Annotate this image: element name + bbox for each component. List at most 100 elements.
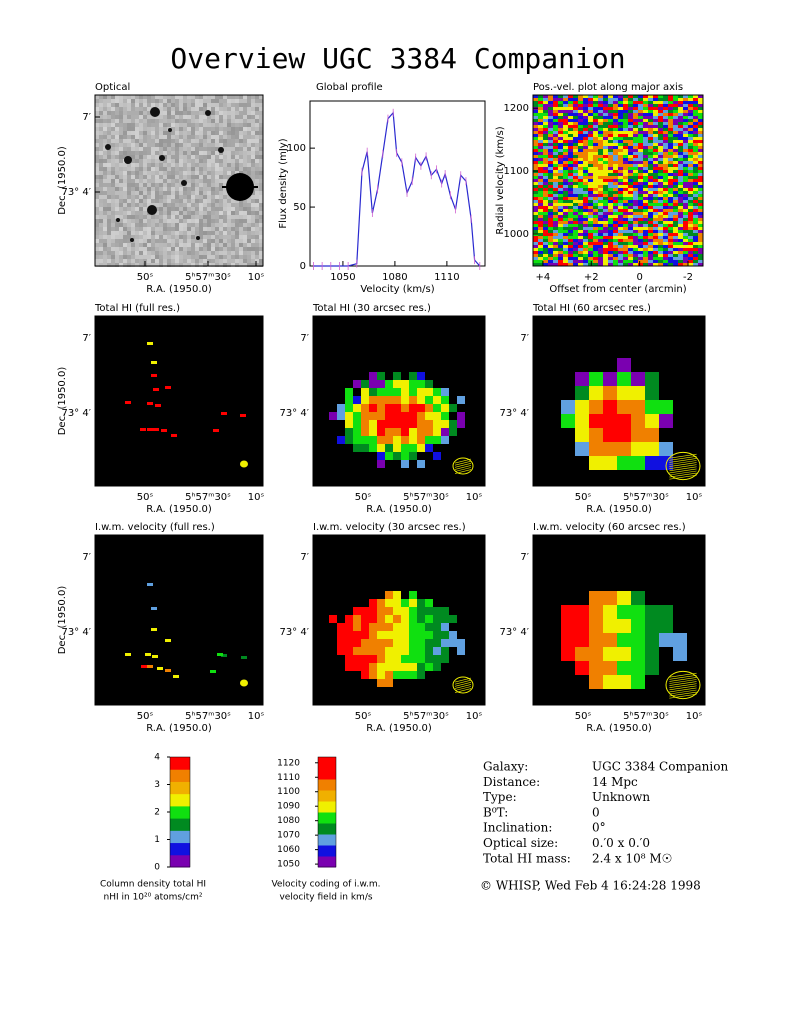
pixel [553,236,560,239]
pixel [223,183,227,187]
pixel [219,99,223,103]
beam-hatch [454,458,472,464]
pixel [171,195,175,199]
pixel [179,139,183,143]
pixel [131,131,135,135]
pixel [179,159,183,163]
pixel [663,218,672,221]
pixel [648,173,653,176]
pixel [425,412,433,420]
pixel [623,95,629,98]
pixel [195,203,199,207]
pixel [589,633,603,647]
pixel [558,206,565,209]
pixel [659,633,673,647]
pixel [598,203,607,206]
pixel [103,135,107,139]
pixel [175,231,179,235]
pixel [219,159,223,163]
pixel [385,671,393,679]
pixel [638,167,646,170]
pixel [147,155,151,159]
pixel [99,211,103,215]
beam-hatch [669,472,697,478]
pixel [617,591,631,605]
pixel [369,388,377,396]
pixel [563,149,569,152]
hi-map [329,591,465,687]
pixel [673,218,678,221]
pixel [441,388,449,396]
pixel [119,167,123,171]
pixel [215,227,219,231]
pixel [195,247,199,251]
pixel [668,221,675,224]
pixel [409,607,417,615]
pixel [578,101,587,104]
pixel [115,199,119,203]
pixel [568,125,573,128]
pixel [673,230,681,233]
colorbar-cell [318,845,336,857]
pixel [135,187,139,191]
pixel [603,185,608,188]
pixel [673,224,682,227]
pixel [231,235,235,239]
pixel [163,203,167,207]
pixel [231,223,235,227]
pixel [645,428,659,442]
pixel [207,99,211,103]
pixel [645,633,659,647]
pixel [167,183,171,187]
pixel [259,159,263,163]
pixel [243,247,247,251]
pixel [119,187,123,191]
pixel [578,122,587,125]
pixel [608,245,615,248]
pixel [401,412,409,420]
pixel [171,123,175,127]
pixel [223,155,227,159]
pixel [533,191,540,194]
pixel [593,134,601,137]
pixel [103,159,107,163]
pixel [163,247,167,251]
pixel [441,631,449,639]
pixel [533,203,539,206]
pixel [95,235,99,239]
pixel [603,236,608,239]
pixel [223,107,227,111]
pixel [583,107,588,110]
pixel [219,203,223,207]
y-tick-label: 50 [293,202,306,213]
pixel [183,143,187,147]
y-tick-label: 1000 [504,229,529,240]
pixel [227,239,231,243]
pixel [603,137,611,140]
pixel [199,99,203,103]
pixel [107,115,111,119]
pixel [643,170,652,173]
colorbar-cell [170,805,190,819]
pixel [183,163,187,167]
pixel [673,173,681,176]
pixel [553,200,559,203]
pixel [553,191,559,194]
pixel [653,257,662,260]
pixel [553,173,561,176]
pixel [409,388,417,396]
pixel [683,164,692,167]
pixel [251,191,255,195]
pixel [638,224,643,227]
pixel [167,203,171,207]
pixel [95,247,99,251]
pixel [143,111,147,115]
pixel [401,428,409,436]
pixel [631,372,645,386]
pixel [578,251,586,254]
pixel [223,235,227,239]
pixel [107,99,111,103]
pixel [628,236,633,239]
pixel [207,135,211,139]
pixel [135,183,139,187]
